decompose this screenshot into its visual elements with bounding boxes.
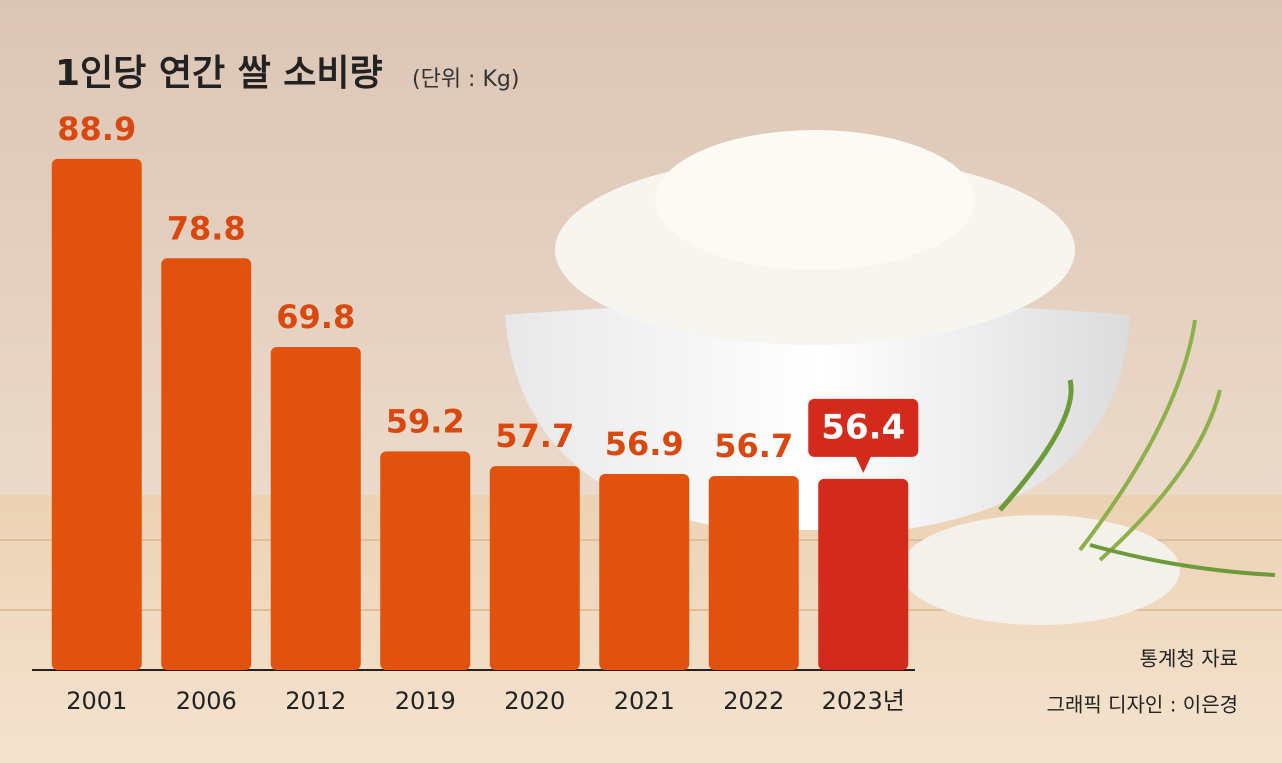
value-callout	[808, 398, 919, 457]
value-label: 56.9	[605, 425, 684, 463]
x-tick-label: 2019	[395, 687, 456, 715]
x-tick-label: 2001	[66, 687, 127, 715]
value-label: 56.4	[821, 407, 905, 447]
bar	[818, 478, 909, 670]
source: 통계청 자료	[1140, 647, 1238, 671]
bar	[489, 466, 580, 670]
rice-bowl	[505, 130, 1276, 625]
x-tick-label: 2022	[723, 687, 784, 715]
x-tick-label: 2012	[285, 687, 346, 715]
value-label: 56.7	[714, 427, 793, 465]
value-label: 78.8	[167, 209, 246, 247]
bar	[708, 475, 799, 670]
value-callout-pointer	[855, 455, 872, 473]
bar	[380, 451, 471, 670]
bar	[161, 258, 252, 670]
value-label: 88.9	[57, 110, 136, 148]
bar	[270, 346, 361, 670]
chart-title: 1인당 연간 쌀 소비량	[55, 53, 383, 94]
bar	[51, 158, 142, 670]
x-tick-label: 2006	[176, 687, 237, 715]
x-tick-label: 2023년	[822, 687, 905, 715]
credit: 그래픽 디자인 : 이은경	[1047, 693, 1238, 717]
bar	[599, 474, 690, 670]
chart-subtitle: (단위 : Kg)	[412, 67, 519, 92]
value-label: 57.7	[495, 417, 574, 455]
value-label: 59.2	[386, 402, 465, 440]
value-label: 69.8	[276, 298, 355, 336]
x-tick-label: 2021	[614, 687, 675, 715]
x-tick-label: 2020	[504, 687, 565, 715]
